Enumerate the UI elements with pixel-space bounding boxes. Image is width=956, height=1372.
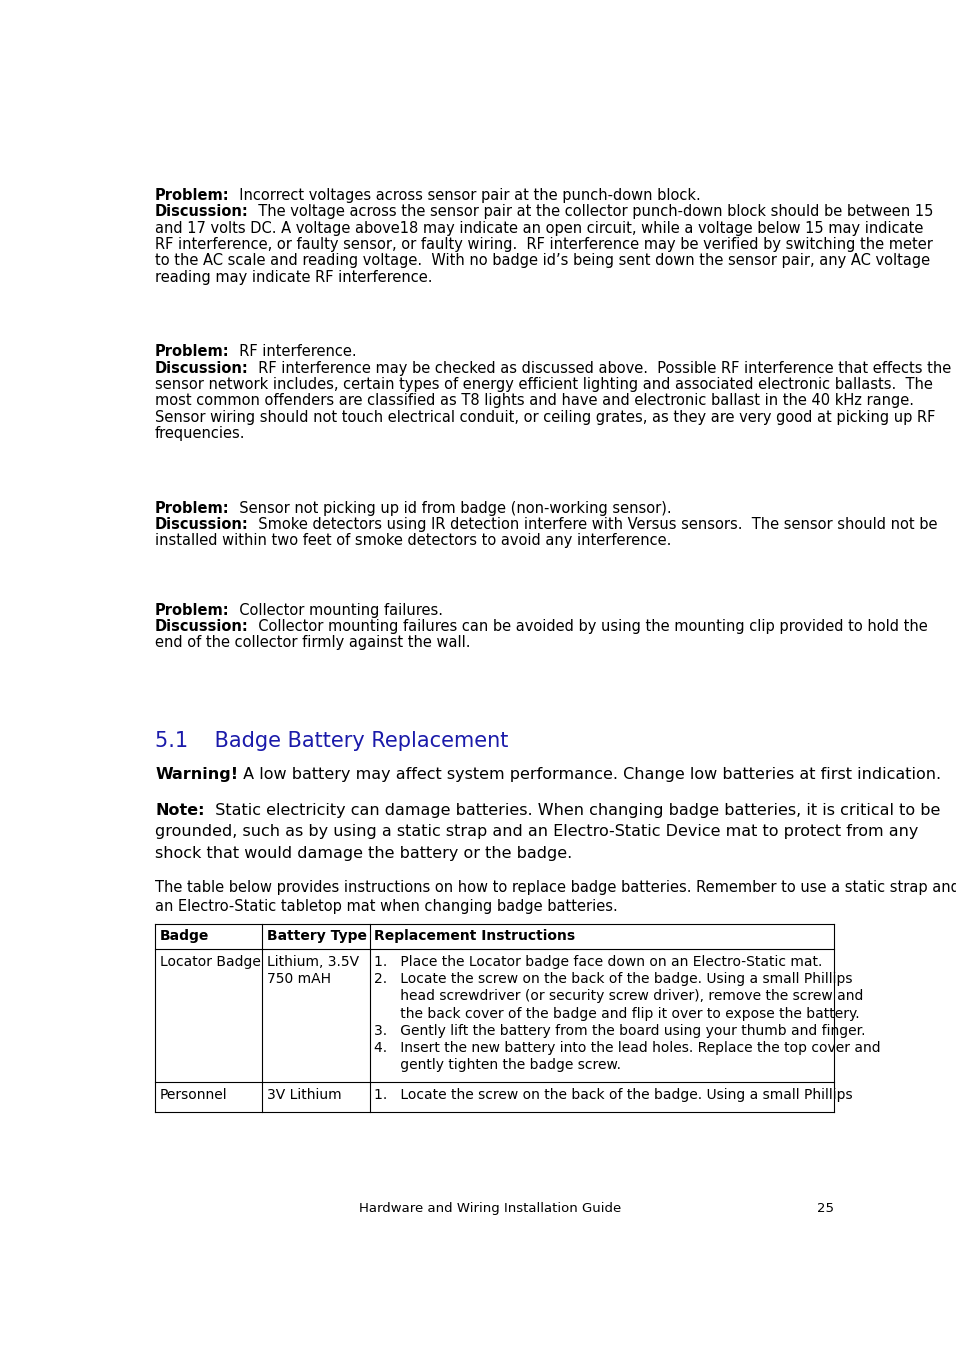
Text: 3V Lithium: 3V Lithium — [267, 1088, 341, 1102]
Text: Replacement Instructions: Replacement Instructions — [375, 929, 576, 943]
Text: Problem:: Problem: — [155, 188, 229, 203]
Text: frequencies.: frequencies. — [155, 427, 246, 442]
Text: Sensor wiring should not touch electrical conduit, or ceiling grates, as they ar: Sensor wiring should not touch electrica… — [155, 410, 935, 425]
Text: RF interference.: RF interference. — [229, 344, 357, 359]
Text: Discussion:: Discussion: — [155, 517, 249, 532]
Text: Problem:: Problem: — [155, 602, 229, 617]
Text: A low battery may affect system performance. Change low batteries at first indic: A low battery may affect system performa… — [238, 767, 942, 782]
Text: sensor network includes, certain types of energy efficient lighting and associat: sensor network includes, certain types o… — [155, 377, 933, 392]
Text: most common offenders are classified as T8 lights and have and electronic ballas: most common offenders are classified as … — [155, 394, 914, 409]
Text: shock that would damage the battery or the badge.: shock that would damage the battery or t… — [155, 845, 573, 860]
Text: Locator Badge: Locator Badge — [160, 955, 260, 969]
Text: Smoke detectors using IR detection interfere with Versus sensors.  The sensor sh: Smoke detectors using IR detection inter… — [249, 517, 937, 532]
Text: grounded, such as by using a static strap and an Electro-Static Device mat to pr: grounded, such as by using a static stra… — [155, 825, 919, 840]
Text: RF interference may be checked as discussed above.  Possible RF interference tha: RF interference may be checked as discus… — [249, 361, 951, 376]
Text: Personnel: Personnel — [160, 1088, 228, 1102]
Text: Static electricity can damage batteries. When changing badge batteries, it is cr: Static electricity can damage batteries.… — [205, 803, 940, 818]
Text: 25: 25 — [817, 1202, 835, 1216]
Text: Note:: Note: — [155, 803, 205, 818]
Text: Hardware and Wiring Installation Guide: Hardware and Wiring Installation Guide — [358, 1202, 621, 1216]
Text: Incorrect voltages across sensor pair at the punch-down block.: Incorrect voltages across sensor pair at… — [229, 188, 701, 203]
Text: Discussion:: Discussion: — [155, 204, 249, 220]
Text: 2.   Locate the screw on the back of the badge. Using a small Phillips: 2. Locate the screw on the back of the b… — [375, 973, 853, 986]
Text: reading may indicate RF interference.: reading may indicate RF interference. — [155, 270, 432, 285]
Text: The voltage across the sensor pair at the collector punch-down block should be b: The voltage across the sensor pair at th… — [249, 204, 933, 220]
Text: installed within two feet of smoke detectors to avoid any interference.: installed within two feet of smoke detec… — [155, 534, 671, 549]
Text: to the AC scale and reading voltage.  With no badge id’s being sent down the sen: to the AC scale and reading voltage. Wit… — [155, 254, 930, 269]
Text: Discussion:: Discussion: — [155, 361, 249, 376]
Text: and 17 volts DC. A voltage above18 may indicate an open circuit, while a voltage: and 17 volts DC. A voltage above18 may i… — [155, 221, 923, 236]
Text: Sensor not picking up id from badge (non-working sensor).: Sensor not picking up id from badge (non… — [229, 501, 671, 516]
Text: gently tighten the badge screw.: gently tighten the badge screw. — [375, 1058, 621, 1072]
Text: Battery Type: Battery Type — [267, 929, 367, 943]
Text: an Electro-Static tabletop mat when changing badge batteries.: an Electro-Static tabletop mat when chan… — [155, 899, 618, 914]
Text: head screwdriver (or security screw driver), remove the screw and: head screwdriver (or security screw driv… — [375, 989, 863, 1003]
Text: RF interference, or faulty sensor, or faulty wiring.  RF interference may be ver: RF interference, or faulty sensor, or fa… — [155, 237, 933, 252]
Text: Discussion:: Discussion: — [155, 619, 249, 634]
Text: 750 mAH: 750 mAH — [267, 973, 331, 986]
Text: 1.   Place the Locator badge face down on an Electro-Static mat.: 1. Place the Locator badge face down on … — [375, 955, 823, 969]
Text: Badge: Badge — [160, 929, 208, 943]
Text: The table below provides instructions on how to replace badge batteries. Remembe: The table below provides instructions on… — [155, 879, 956, 895]
Text: 1.   Locate the screw on the back of the badge. Using a small Phillips: 1. Locate the screw on the back of the b… — [375, 1088, 853, 1102]
Text: the back cover of the badge and flip it over to expose the battery.: the back cover of the badge and flip it … — [375, 1007, 860, 1021]
Text: 4.   Insert the new battery into the lead holes. Replace the top cover and: 4. Insert the new battery into the lead … — [375, 1041, 881, 1055]
Text: Collector mounting failures can be avoided by using the mounting clip provided t: Collector mounting failures can be avoid… — [249, 619, 927, 634]
Text: 3.   Gently lift the battery from the board using your thumb and finger.: 3. Gently lift the battery from the boar… — [375, 1024, 866, 1037]
Text: Collector mounting failures.: Collector mounting failures. — [229, 602, 443, 617]
Text: Lithium, 3.5V: Lithium, 3.5V — [267, 955, 359, 969]
Text: Problem:: Problem: — [155, 501, 229, 516]
Text: Problem:: Problem: — [155, 344, 229, 359]
Text: Warning!: Warning! — [155, 767, 238, 782]
Text: end of the collector firmly against the wall.: end of the collector firmly against the … — [155, 635, 470, 650]
Text: 5.1    Badge Battery Replacement: 5.1 Badge Battery Replacement — [155, 731, 509, 750]
